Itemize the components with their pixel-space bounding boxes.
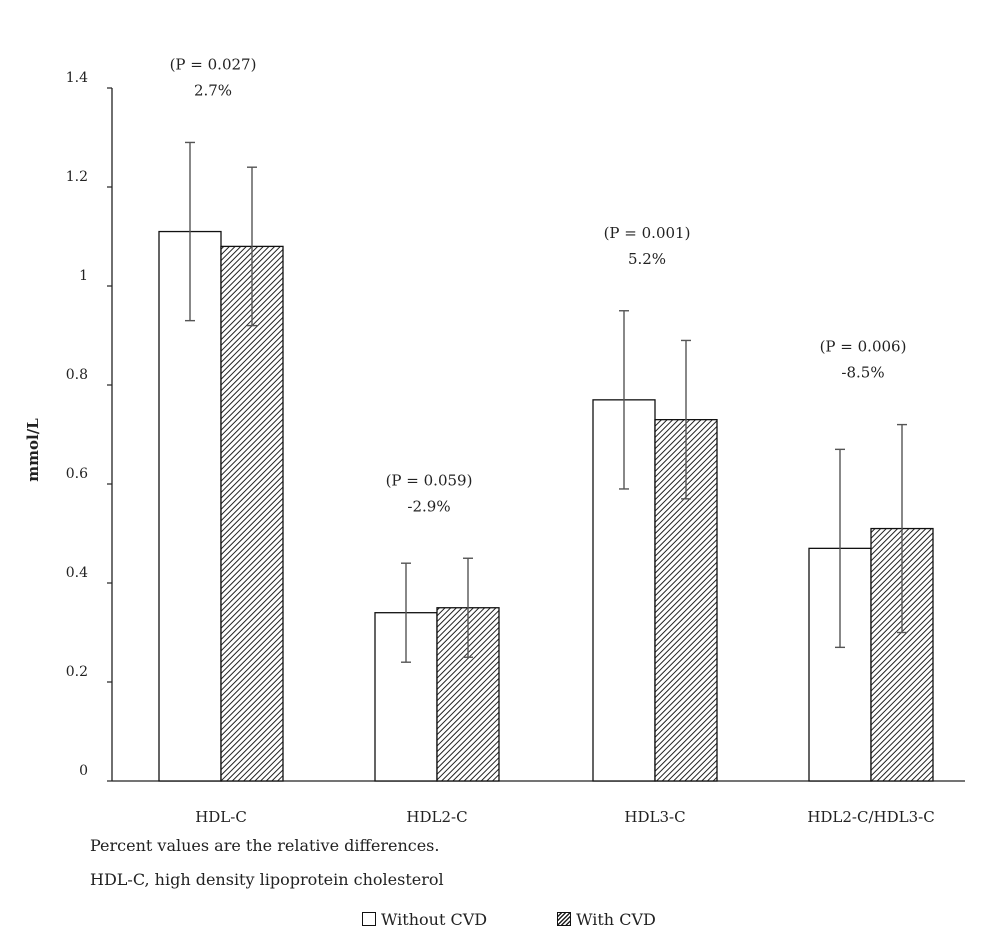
p-value-annotation: (P = 0.001) bbox=[604, 224, 691, 242]
y-tick-label: 0.6 bbox=[66, 466, 88, 482]
footnote-relative-differences: Percent values are the relative differen… bbox=[90, 836, 440, 855]
p-value-annotation: (P = 0.027) bbox=[170, 55, 257, 73]
legend-label-without-cvd: Without CVD bbox=[381, 909, 488, 929]
y-tick-label: 0.8 bbox=[66, 367, 88, 383]
bar-with-cvd bbox=[220, 245, 284, 782]
y-tick-label: 0.2 bbox=[66, 664, 88, 680]
x-category-label: HDL2-C/HDL3-C bbox=[807, 808, 934, 826]
x-category-label: HDL2-C bbox=[406, 808, 467, 826]
legend-item-with-cvd: With CVD bbox=[557, 910, 656, 929]
y-tick-label: 1.4 bbox=[66, 70, 88, 86]
y-tick-label: 1 bbox=[79, 268, 88, 284]
legend-label-with-cvd: With CVD bbox=[576, 909, 656, 929]
legend-swatch-white bbox=[362, 912, 376, 926]
relative-difference-annotation: 5.2% bbox=[628, 250, 666, 268]
p-value-annotation: (P = 0.006) bbox=[820, 338, 907, 356]
bar-without-cvd bbox=[592, 399, 656, 782]
footnote-abbreviation: HDL-C, high density lipoprotein choleste… bbox=[90, 870, 444, 889]
y-axis-title: mmol/L bbox=[24, 418, 42, 482]
x-category-label: HDL3-C bbox=[624, 808, 685, 826]
labels: 0 0.2 0.4 0.6 0.8 1 1.2 1.4 mmol/L HDL-C HDL2-C HDL… bbox=[24, 55, 935, 826]
y-tick-label: 0.4 bbox=[66, 565, 88, 581]
x-category-label: HDL-C bbox=[195, 808, 247, 826]
bar-without-cvd bbox=[374, 612, 438, 782]
y-tick-label: 1.2 bbox=[66, 169, 88, 185]
legend-item-without-cvd: Without CVD bbox=[362, 910, 487, 929]
relative-difference-annotation: 2.7% bbox=[194, 81, 232, 99]
relative-difference-annotation: -2.9% bbox=[407, 497, 450, 515]
relative-difference-annotation: -8.5% bbox=[841, 364, 884, 382]
legend-swatch-hatched bbox=[557, 912, 572, 926]
legend: Without CVD With CVD bbox=[362, 908, 726, 930]
bars bbox=[158, 141, 934, 782]
p-value-annotation: (P = 0.059) bbox=[386, 471, 473, 489]
y-tick-label: 0 bbox=[79, 763, 88, 779]
